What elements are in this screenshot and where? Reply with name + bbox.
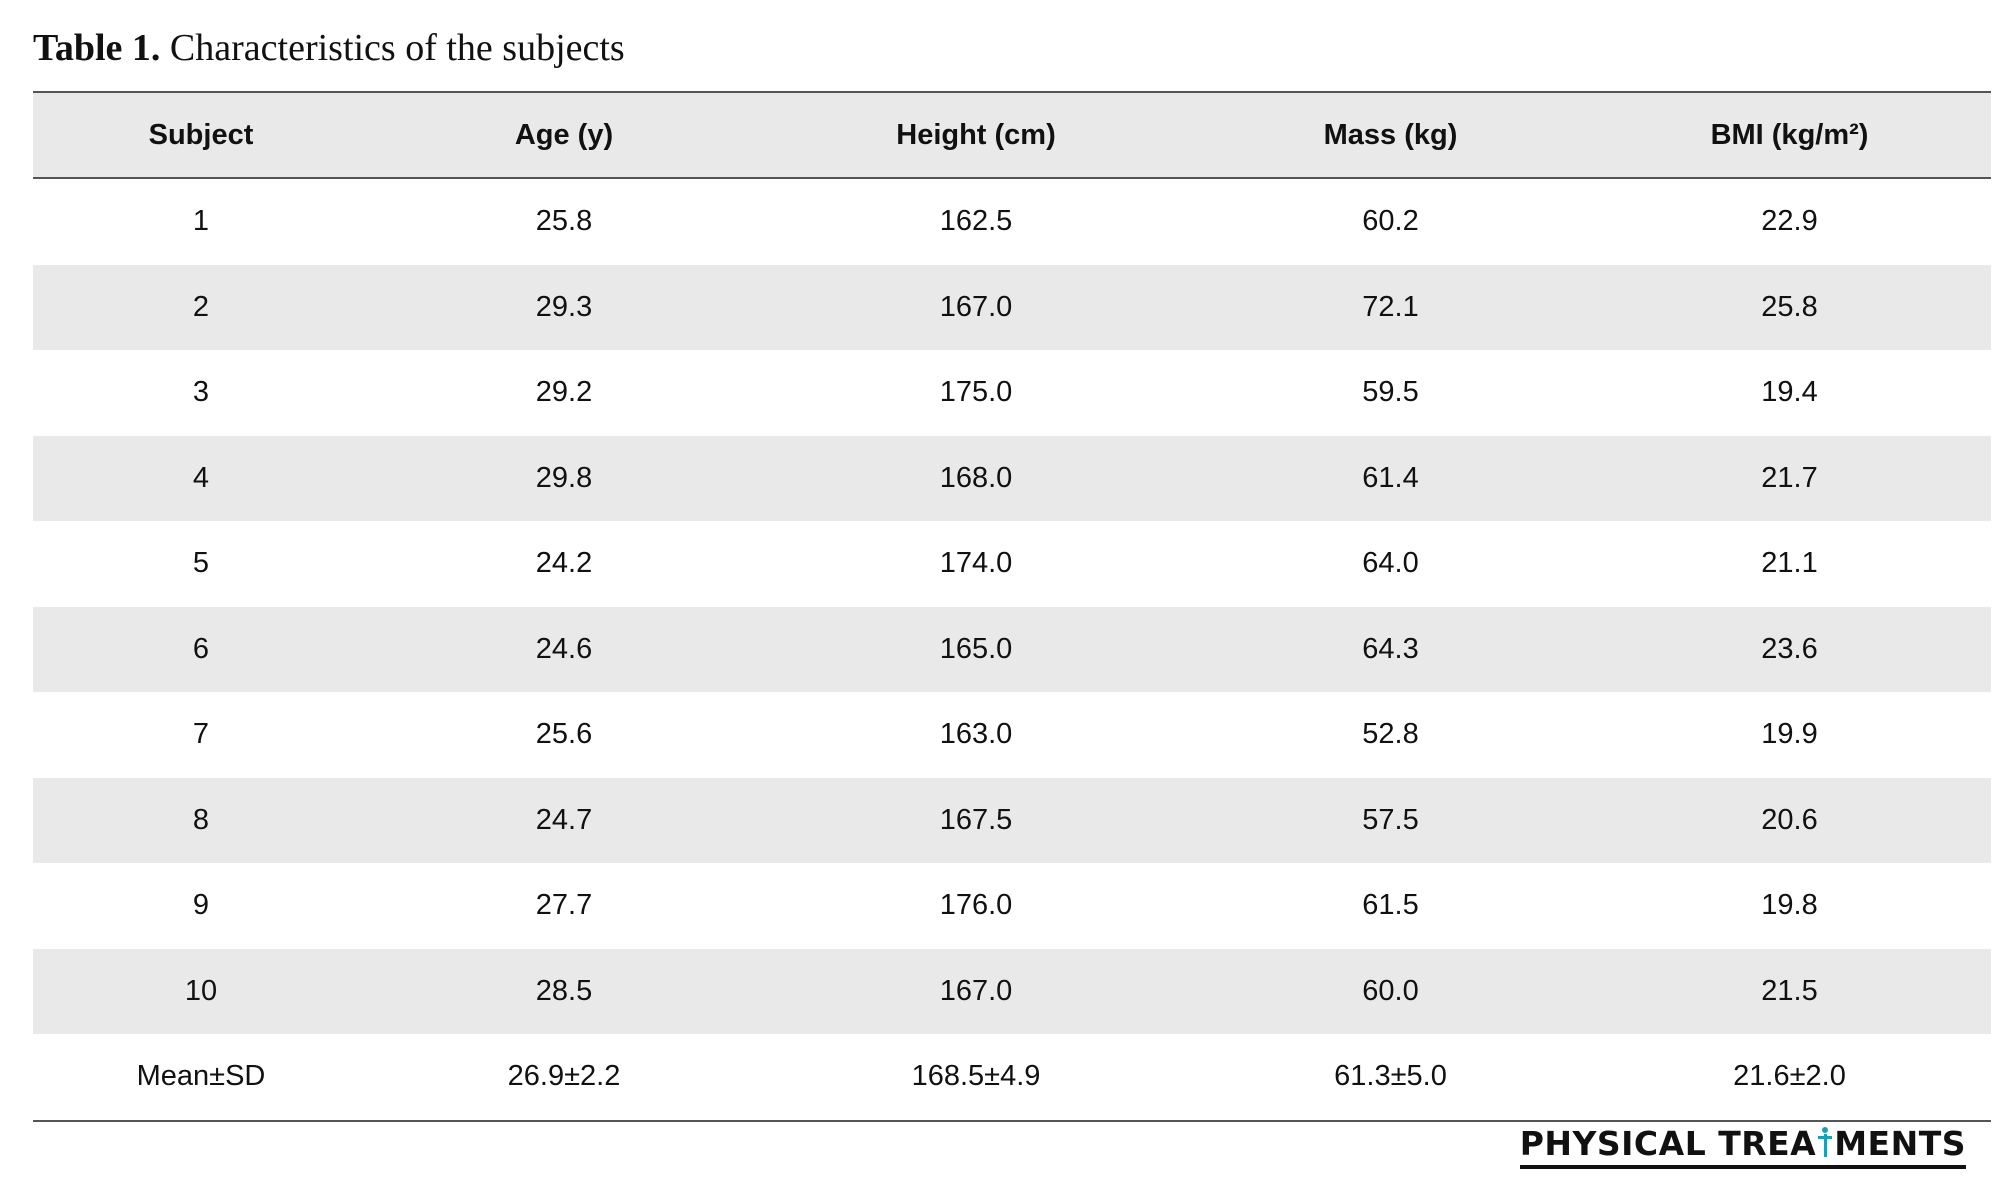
cell-height: 163.0 <box>939 718 1013 751</box>
cell-bmi: 20.6 <box>1761 803 1818 836</box>
cell-mass: 61.3±5.0 <box>1334 1060 1447 1093</box>
cell-bmi: 21.5 <box>1761 974 1818 1007</box>
cell-bmi: 19.9 <box>1761 718 1818 751</box>
cell-height: 168.0 <box>939 461 1013 494</box>
cell-subject: 1 <box>192 205 210 238</box>
publisher-logo: PHYSICAL TREA MENTS <box>1519 1124 1966 1169</box>
cell-age: 25.8 <box>535 205 593 238</box>
cell-subject: Mean±SD <box>136 1060 266 1093</box>
cell-bmi: 22.9 <box>1761 205 1818 238</box>
header-age: Age (y) <box>514 118 614 151</box>
table-row: 2 29.3 167.0 72.1 25.8 <box>33 264 1991 350</box>
cell-age: 27.7 <box>535 889 593 922</box>
logo-text-left: PHYSICAL TREA <box>1519 1124 1817 1163</box>
cell-height: 165.0 <box>939 632 1013 665</box>
table-row: 4 29.8 168.0 61.4 21.7 <box>33 435 1991 521</box>
cell-subject: 4 <box>192 461 210 494</box>
table-row: 8 24.7 167.5 57.5 20.6 <box>33 777 1991 863</box>
header-mass: Mass (kg) <box>1323 118 1458 151</box>
table-row: 7 25.6 163.0 52.8 19.9 <box>33 692 1991 778</box>
cell-age: 28.5 <box>535 974 593 1007</box>
cell-mass: 60.2 <box>1362 205 1419 238</box>
cell-bmi: 21.6±2.0 <box>1733 1060 1846 1093</box>
cell-bmi: 21.7 <box>1761 461 1818 494</box>
table-caption: Table 1. Characteristics of the subjects <box>33 22 625 74</box>
table-label: Table 1. <box>33 27 161 69</box>
subjects-table: Subject Age (y) Height (cm) Mass (kg) BM… <box>33 91 1991 1122</box>
cell-bmi: 23.6 <box>1761 632 1818 665</box>
cell-age: 29.3 <box>535 290 593 323</box>
table-header-row: Subject Age (y) Height (cm) Mass (kg) BM… <box>33 93 1991 179</box>
cell-height: 176.0 <box>939 889 1013 922</box>
cell-mass: 72.1 <box>1362 290 1419 323</box>
cell-height: 167.0 <box>939 974 1013 1007</box>
cell-mass: 61.5 <box>1362 889 1419 922</box>
cell-subject: 5 <box>192 547 210 580</box>
cell-subject: 3 <box>192 376 210 409</box>
header-subject: Subject <box>148 118 254 151</box>
cell-bmi: 19.8 <box>1761 889 1818 922</box>
cell-subject: 10 <box>184 974 218 1007</box>
cell-subject: 6 <box>192 632 210 665</box>
cell-subject: 2 <box>192 290 210 323</box>
header-bmi: BMI (kg/m²) <box>1710 118 1869 151</box>
cell-bmi: 25.8 <box>1761 290 1818 323</box>
cell-height: 167.5 <box>939 803 1013 836</box>
cell-mass: 64.3 <box>1362 632 1419 665</box>
cell-mass: 59.5 <box>1362 376 1419 409</box>
table-row: 6 24.6 165.0 64.3 23.6 <box>33 606 1991 692</box>
cell-age: 29.2 <box>535 376 593 409</box>
table-row: 10 28.5 167.0 60.0 21.5 <box>33 948 1991 1034</box>
table-row: 9 27.7 176.0 61.5 19.8 <box>33 863 1991 949</box>
human-figure-icon <box>1817 1127 1833 1157</box>
table-summary-row: Mean±SD 26.9±2.2 168.5±4.9 61.3±5.0 21.6… <box>33 1034 1991 1120</box>
cell-subject: 9 <box>192 889 210 922</box>
table-title: Characteristics of the subjects <box>169 27 625 69</box>
cell-bmi: 19.4 <box>1761 376 1818 409</box>
cell-age: 25.6 <box>535 718 593 751</box>
cell-mass: 61.4 <box>1362 461 1419 494</box>
cell-subject: 7 <box>192 718 210 751</box>
table-row: 5 24.2 174.0 64.0 21.1 <box>33 521 1991 607</box>
cell-age: 24.2 <box>535 547 593 580</box>
cell-height: 168.5±4.9 <box>911 1060 1041 1093</box>
cell-height: 167.0 <box>939 290 1013 323</box>
cell-height: 174.0 <box>939 547 1013 580</box>
table-row: 1 25.8 162.5 60.2 22.9 <box>33 179 1991 265</box>
cell-mass: 57.5 <box>1362 803 1419 836</box>
cell-mass: 52.8 <box>1362 718 1419 751</box>
logo-text-right: MENTS <box>1834 1124 1966 1163</box>
cell-age: 26.9±2.2 <box>507 1060 621 1093</box>
cell-age: 29.8 <box>535 461 593 494</box>
header-height: Height (cm) <box>896 118 1056 151</box>
cell-age: 24.6 <box>535 632 593 665</box>
cell-bmi: 21.1 <box>1761 547 1818 580</box>
cell-height: 175.0 <box>939 376 1013 409</box>
cell-mass: 64.0 <box>1362 547 1419 580</box>
cell-height: 162.5 <box>939 205 1013 238</box>
cell-mass: 60.0 <box>1362 974 1419 1007</box>
cell-subject: 8 <box>192 803 210 836</box>
table-row: 3 29.2 175.0 59.5 19.4 <box>33 350 1991 436</box>
cell-age: 24.7 <box>535 803 593 836</box>
